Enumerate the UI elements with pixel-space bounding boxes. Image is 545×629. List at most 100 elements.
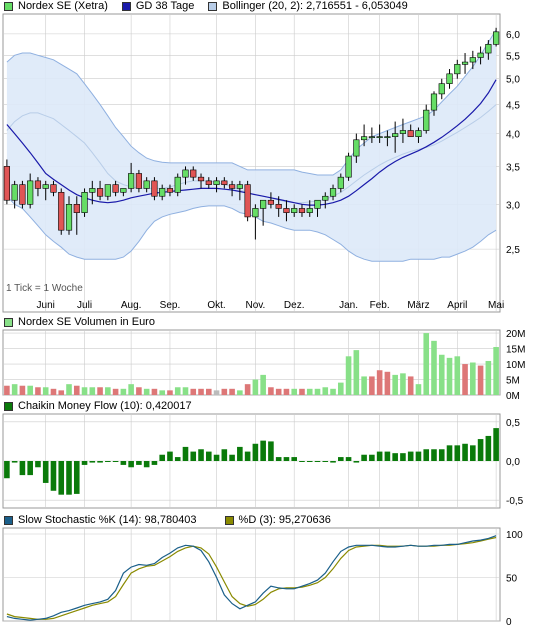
candle-body (306, 208, 313, 213)
candle-body (322, 195, 329, 201)
cmf-bar (252, 443, 259, 461)
candle-body (182, 169, 189, 178)
cmf-bar (485, 435, 492, 461)
cmf-bar (205, 451, 212, 461)
cmf-bar (81, 461, 88, 465)
vol-y-tick-label: 10M (506, 360, 525, 371)
cmf-bar (299, 461, 305, 462)
candle-body (407, 130, 414, 137)
cmf-bar (260, 440, 266, 461)
cmf-bar (136, 461, 142, 465)
volume-bar (42, 387, 49, 395)
cmf-bar (330, 461, 336, 463)
volume-bar (369, 376, 375, 395)
volume-bar (128, 384, 134, 395)
cmf-bar (384, 451, 391, 461)
legend-price: Nordex SE (Xetra) (4, 0, 108, 12)
volume-bar (493, 347, 499, 395)
cmf-bar (128, 461, 134, 468)
candle-body (34, 180, 42, 189)
cmf-bar (470, 445, 476, 461)
candle-body (3, 166, 10, 201)
volume-bar (244, 384, 251, 395)
volume-bar (221, 388, 228, 395)
x-tick-label: Dez. (284, 300, 305, 311)
candle-body (120, 188, 127, 193)
cmf-legend: Chaikin Money Flow (10): 0,420017 (4, 400, 206, 412)
candle-body (190, 169, 197, 178)
candle-body (96, 188, 104, 197)
volume-bar (407, 376, 414, 395)
legend-stoch-k: Slow Stochastic %K (14): 98,780403 (4, 514, 197, 526)
volume-bar (11, 384, 18, 395)
cmf-bar (42, 461, 49, 483)
candle-body (353, 139, 360, 157)
volume-bar (376, 370, 383, 395)
volume-bar (438, 354, 445, 395)
candle-body (477, 52, 484, 58)
candle-body (392, 133, 399, 137)
sto-y-tick-label: 100 (506, 530, 523, 541)
volume-bar (400, 373, 406, 395)
legend-volume-label: Nordex SE Volumen in Euro (18, 316, 155, 328)
volume-bar (213, 390, 220, 395)
cmf-bar (244, 451, 251, 461)
volume-bar (431, 340, 437, 395)
x-tick-label: Aug. (121, 300, 142, 311)
candle-body (329, 188, 337, 197)
candle-body (337, 176, 344, 189)
stoch-k-swatch-icon (4, 515, 13, 525)
candle-body (104, 184, 111, 197)
candle-body (252, 208, 259, 218)
volume-bar (268, 387, 274, 395)
cmf-bar (19, 461, 26, 476)
cmf-bar (73, 461, 80, 494)
candle-body (11, 184, 18, 201)
line-swatch-icon (121, 1, 131, 11)
sma38-line (6, 79, 497, 206)
volume-bar (167, 390, 173, 395)
cmf-bar (221, 449, 228, 461)
bollinger-upper-line (6, 29, 497, 176)
cmf-bar (376, 451, 383, 461)
x-tick-label: Juni (37, 300, 55, 311)
cmf-bar (213, 454, 220, 461)
candle-body (446, 73, 453, 84)
candle-body (81, 192, 88, 213)
x-tick-label: Feb. (370, 300, 390, 311)
volume-legend: Nordex SE Volumen in Euro (4, 316, 169, 328)
x-tick-label: März (407, 300, 429, 311)
x-tick-label: Jan. (339, 300, 358, 311)
bollinger-lower-line (6, 195, 497, 262)
cmf-bar (11, 461, 18, 463)
vol-y-tick-label: 15M (506, 345, 525, 356)
candle-body (159, 188, 166, 197)
candle-body (73, 204, 80, 213)
volume-bar (143, 388, 150, 395)
volume-bar (73, 385, 80, 395)
candle-body (205, 180, 212, 185)
cmf-y-tick-label: 0,0 (506, 457, 520, 468)
candle-body (454, 64, 461, 75)
x-tick-label: Juli (77, 300, 92, 311)
candle-body (423, 109, 430, 131)
volume-bar (182, 387, 189, 395)
volume-bar (291, 388, 298, 395)
volume-bar (299, 388, 305, 395)
candle-body (19, 184, 26, 205)
candle-body (291, 208, 298, 213)
candle-body (89, 188, 96, 193)
cmf-bar (306, 461, 313, 462)
y-tick-label: 4,5 (506, 101, 520, 112)
candle-body (438, 83, 445, 95)
volume-bar (470, 362, 476, 395)
legend-bollinger-label: Bollinger (20, 2): 2,716551 - 6,053049 (222, 0, 408, 12)
volume-bar (252, 379, 259, 395)
candle-body (361, 136, 368, 141)
vol-y-tick-label: 20M (506, 329, 525, 340)
cmf-bar (237, 446, 243, 461)
legend-price-label: Nordex SE (Xetra) (18, 0, 108, 12)
volume-bar (477, 365, 484, 395)
volume-bar (190, 388, 197, 395)
